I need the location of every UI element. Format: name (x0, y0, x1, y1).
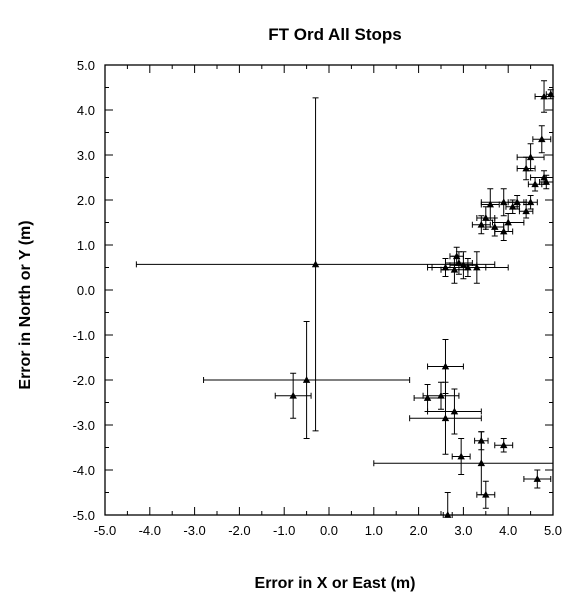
x-tick-label: -3.0 (183, 523, 205, 538)
chart-title: FT Ord All Stops (268, 25, 401, 44)
data-point (477, 436, 486, 444)
y-tick-label: -2.0 (73, 373, 95, 388)
x-tick-label: 4.0 (499, 523, 517, 538)
data-point (311, 260, 320, 268)
data-point (500, 227, 508, 235)
x-tick-label: -1.0 (273, 523, 295, 538)
x-axis-title: Error in X or East (m) (255, 575, 416, 592)
data-point (500, 198, 508, 206)
tick-layer: -5.0 -4.0 -3.0 -2.0 -1.0 0.0 1.0 2.0 3.0 4.0 5.0 -5… (73, 58, 562, 538)
data-point (464, 263, 472, 271)
data-point (540, 92, 548, 100)
data-point (491, 223, 499, 230)
y-tick-label: -5.0 (73, 508, 95, 523)
data-point (533, 475, 542, 482)
y-tick-label: 2.0 (77, 193, 95, 208)
y-tick-label: -3.0 (73, 418, 95, 433)
x-tick-label: 0.0 (320, 523, 338, 538)
data-point (450, 407, 459, 415)
data-point (302, 376, 311, 383)
data-point (540, 173, 548, 181)
y-tick-label: 1.0 (77, 238, 95, 253)
data-point (522, 207, 530, 215)
data-point (477, 220, 486, 228)
plot-frame (104, 64, 554, 516)
y-tick-label: 0.0 (77, 283, 95, 298)
x-tick-label: -4.0 (139, 523, 161, 538)
data-point (441, 263, 450, 271)
points-layer (289, 90, 555, 518)
data-point (542, 178, 550, 185)
data-point (441, 414, 450, 422)
data-point (450, 265, 459, 273)
data-point (482, 214, 490, 221)
x-tick-label: 1.0 (365, 523, 383, 538)
data-point (522, 164, 530, 172)
data-point (486, 200, 494, 208)
data-point (482, 490, 490, 498)
x-tick-label: 2.0 (410, 523, 428, 538)
data-point (457, 452, 465, 460)
x-tick-label: -2.0 (228, 523, 250, 538)
y-axis-title: Error in North or Y (m) (17, 220, 34, 389)
y-tick-label: -4.0 (73, 463, 95, 478)
data-point (423, 394, 432, 401)
data-point (437, 391, 445, 399)
data-point (526, 153, 535, 161)
y-tick-label: 5.0 (77, 58, 95, 73)
data-point (441, 362, 450, 370)
data-point (531, 180, 539, 188)
data-point (455, 259, 463, 266)
data-point (513, 198, 521, 206)
data-point (473, 263, 481, 271)
data-point (504, 218, 512, 226)
x-tick-label: 5.0 (544, 523, 562, 538)
data-point (508, 202, 517, 210)
data-point (526, 198, 535, 206)
data-point (477, 459, 486, 467)
data-point (452, 252, 461, 260)
y-tick-label: 4.0 (77, 103, 95, 118)
data-point (547, 90, 555, 98)
errorbar-layer (135, 80, 554, 518)
x-tick-label: -5.0 (94, 523, 116, 538)
data-point (289, 391, 297, 399)
data-point (538, 135, 546, 143)
data-point (500, 441, 508, 449)
y-tick-label: 3.0 (77, 148, 95, 163)
y-tick-label: -1.0 (73, 328, 95, 343)
x-tick-label: 3.0 (454, 523, 472, 538)
data-point (459, 261, 468, 269)
data-point (444, 511, 452, 518)
